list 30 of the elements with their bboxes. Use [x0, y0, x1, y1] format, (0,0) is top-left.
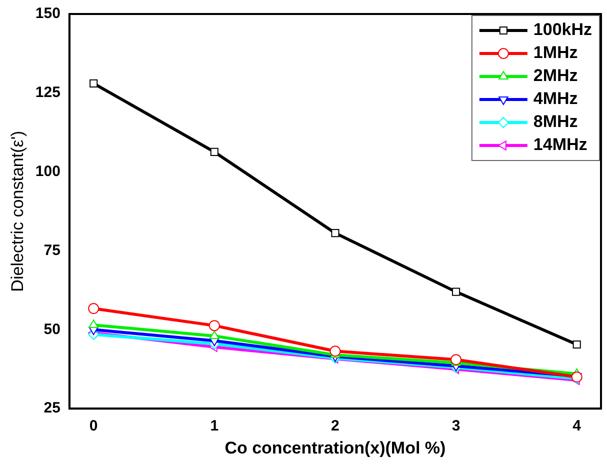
- legend-label: 2MHz: [533, 66, 578, 86]
- x-tick-label: 3: [452, 418, 460, 435]
- x-axis-title: Co concentration(x)(Mol %): [224, 438, 446, 458]
- legend-label: 4MHz: [533, 89, 578, 108]
- point: [208, 320, 220, 332]
- point: [572, 340, 581, 349]
- point: [330, 346, 341, 357]
- point: [331, 229, 340, 238]
- x-tick-label: 2: [331, 418, 340, 435]
- x-tick-label: 0: [89, 418, 98, 435]
- point: [450, 354, 462, 366]
- point: [210, 148, 218, 156]
- point: [210, 330, 220, 339]
- legend-label: 14MHz: [533, 135, 588, 154]
- y-axis-title: Dielectric constant(ε'): [8, 130, 27, 292]
- y-tick-label: 100: [35, 162, 60, 180]
- y-tick-label: 125: [35, 84, 60, 102]
- y-tick-label: 25: [44, 400, 60, 417]
- y-tick-label: 50: [44, 320, 60, 338]
- legend-label: 8MHz: [533, 112, 578, 132]
- point: [90, 79, 98, 88]
- y-tick-label: 150: [35, 5, 60, 22]
- x-tick-label: 1: [210, 418, 219, 435]
- y-tick-label: 75: [44, 242, 60, 259]
- legend-label: 100kHz: [533, 20, 592, 40]
- point: [452, 288, 460, 296]
- legend-label: 1MHz: [533, 43, 578, 62]
- point: [88, 319, 98, 328]
- point: [88, 303, 100, 314]
- x-tick-label: 4: [572, 418, 582, 435]
